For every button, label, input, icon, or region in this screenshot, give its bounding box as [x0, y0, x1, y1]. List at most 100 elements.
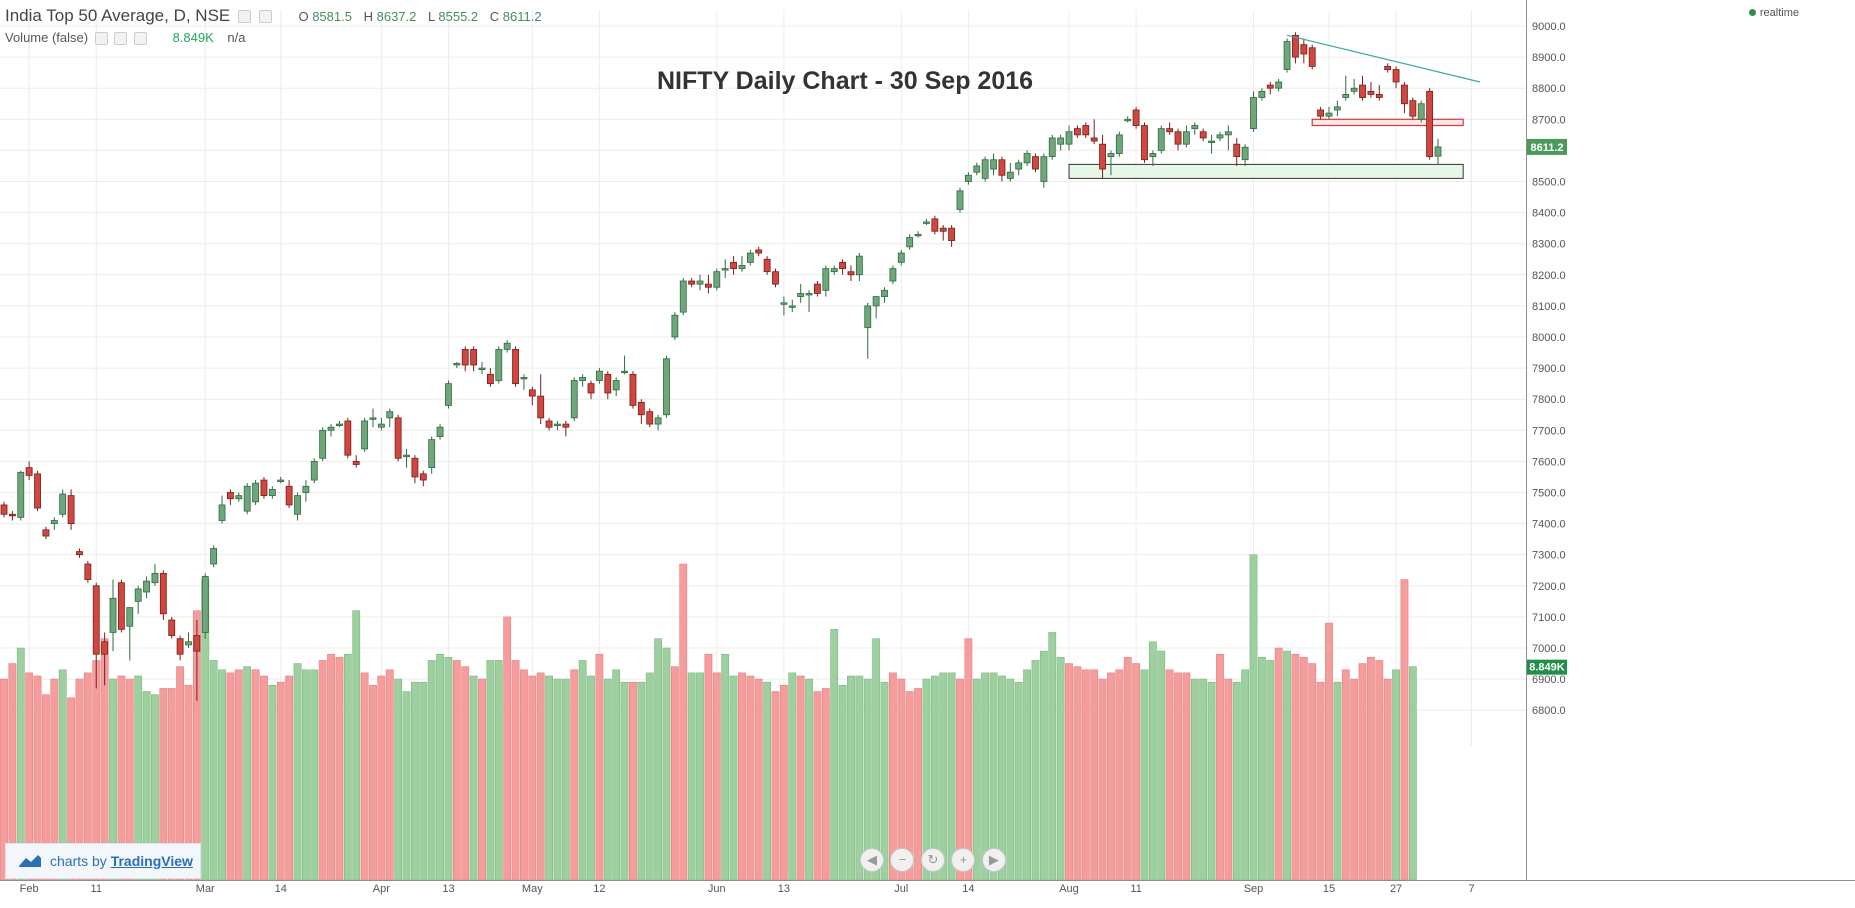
scroll-left-icon[interactable]: ◀	[860, 848, 884, 872]
candle-body[interactable]	[528, 389, 536, 397]
candle-body[interactable]	[377, 423, 385, 428]
candle-body[interactable]	[1401, 84, 1408, 105]
candle-body[interactable]	[721, 268, 729, 271]
candle-body[interactable]	[696, 280, 704, 285]
candle-body[interactable]	[260, 479, 268, 497]
candle-body[interactable]	[671, 314, 679, 338]
candle-body[interactable]	[998, 159, 1006, 176]
candle-body[interactable]	[847, 271, 855, 276]
candle-body[interactable]	[1166, 128, 1174, 133]
candle-body[interactable]	[1183, 131, 1190, 145]
candle-body[interactable]	[1149, 153, 1157, 158]
candle-body[interactable]	[562, 423, 570, 428]
candle-body[interactable]	[1241, 146, 1249, 161]
candle-body[interactable]	[855, 255, 863, 276]
candle-body[interactable]	[545, 420, 553, 428]
candle-body[interactable]	[159, 572, 167, 615]
scroll-right-icon[interactable]: ▶	[981, 848, 1006, 872]
candle-body[interactable]	[973, 165, 981, 173]
candle-body[interactable]	[554, 423, 561, 426]
candle-body[interactable]	[1107, 153, 1115, 158]
candle-body[interactable]	[537, 395, 545, 419]
candle-body[interactable]	[1174, 131, 1182, 145]
candle-body[interactable]	[126, 607, 134, 627]
candle-body[interactable]	[839, 261, 847, 269]
candle-body[interactable]	[1224, 131, 1232, 136]
candle-body[interactable]	[1266, 84, 1274, 89]
hide-icon[interactable]	[258, 10, 272, 24]
watermark-brand-link[interactable]: TradingView	[110, 853, 193, 869]
candle-body[interactable]	[1065, 131, 1073, 145]
candle-body[interactable]	[1048, 137, 1056, 158]
candle-body[interactable]	[705, 283, 712, 288]
candle-body[interactable]	[629, 373, 637, 406]
candle-body[interactable]	[34, 473, 41, 509]
candle-body[interactable]	[1115, 134, 1123, 154]
candle-body[interactable]	[923, 221, 930, 224]
candle-body[interactable]	[25, 467, 33, 476]
candle-body[interactable]	[881, 289, 888, 297]
candle-body[interactable]	[193, 635, 201, 652]
candle-body[interactable]	[646, 411, 654, 425]
candle-body[interactable]	[1367, 90, 1375, 95]
candle-body[interactable]	[797, 293, 805, 297]
candle-body[interactable]	[512, 349, 519, 385]
candle-body[interactable]	[302, 485, 310, 493]
candle-body[interactable]	[428, 439, 436, 469]
candle-body[interactable]	[864, 305, 872, 329]
candle-body[interactable]	[1057, 137, 1065, 145]
candle-body[interactable]	[8, 513, 16, 517]
reset-icon[interactable]: ↻	[920, 848, 945, 872]
candle-body[interactable]	[990, 159, 997, 170]
plot-background[interactable]	[0, 0, 1526, 746]
candle-body[interactable]	[788, 305, 796, 308]
candle-body[interactable]	[964, 174, 972, 182]
candle-body[interactable]	[361, 420, 369, 450]
candle-body[interactable]	[1375, 94, 1383, 98]
candle-body[interactable]	[1350, 87, 1358, 92]
candle-body[interactable]	[436, 426, 444, 437]
candle-body[interactable]	[939, 227, 947, 232]
candle-body[interactable]	[906, 237, 914, 248]
candle-body[interactable]	[1300, 44, 1308, 55]
candle-body[interactable]	[872, 296, 880, 307]
candle-body[interactable]	[394, 417, 402, 459]
candle-body[interactable]	[453, 363, 461, 366]
candle-body[interactable]	[84, 563, 92, 580]
candle-body[interactable]	[897, 252, 905, 263]
candle-body[interactable]	[520, 377, 528, 380]
candle-body[interactable]	[461, 349, 469, 366]
candle-body[interactable]	[763, 258, 771, 273]
resistance-zone-box[interactable]	[1311, 118, 1464, 127]
candle-body[interactable]	[579, 377, 587, 381]
candle-body[interactable]	[1073, 128, 1081, 136]
candle-body[interactable]	[344, 420, 352, 456]
candle-body[interactable]	[1384, 66, 1392, 70]
candle-body[interactable]	[1317, 109, 1325, 117]
candle-body[interactable]	[445, 383, 452, 406]
candle-body[interactable]	[1392, 69, 1400, 83]
candle-body[interactable]	[612, 380, 620, 391]
candle-body[interactable]	[814, 283, 821, 294]
candle-body[interactable]	[67, 495, 75, 524]
candle-body[interactable]	[227, 492, 234, 500]
candle-body[interactable]	[76, 551, 83, 556]
candle-body[interactable]	[1258, 90, 1266, 98]
candle-body[interactable]	[981, 159, 989, 179]
candle-body[interactable]	[1216, 134, 1224, 139]
candle-body[interactable]	[17, 471, 25, 518]
candle-body[interactable]	[1032, 156, 1039, 170]
tradingview-watermark[interactable]: charts by TradingView	[5, 843, 201, 879]
candle-body[interactable]	[59, 493, 67, 515]
volume-close-icon[interactable]	[133, 32, 147, 46]
candle-body[interactable]	[486, 373, 494, 385]
candle-body[interactable]	[268, 488, 276, 497]
candle-body[interactable]	[914, 233, 922, 237]
candle-body[interactable]	[1233, 143, 1241, 158]
candle-body[interactable]	[369, 417, 377, 420]
candle-body[interactable]	[621, 370, 628, 374]
candle-body[interactable]	[1426, 90, 1434, 158]
candle-body[interactable]	[805, 293, 813, 296]
